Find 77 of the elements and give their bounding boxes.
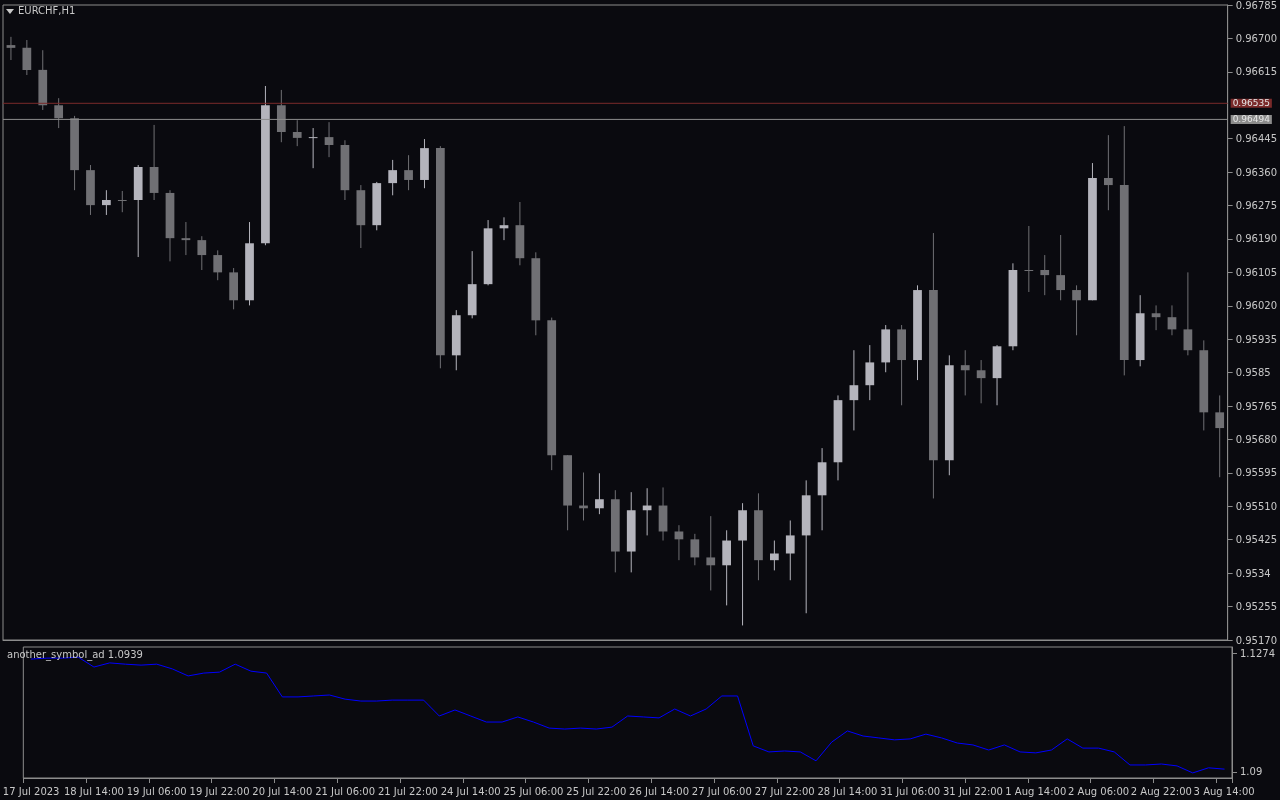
candlestick xyxy=(308,127,318,169)
candlestick xyxy=(1151,304,1161,331)
x-tick-label: 21 Jul 22:00 xyxy=(377,785,438,797)
candlestick xyxy=(674,524,684,561)
x-tick-label: 28 Jul 14:00 xyxy=(817,785,878,797)
candlestick xyxy=(197,235,207,271)
x-tick-label: 17 Jul 2023 xyxy=(2,785,60,797)
y-tick-label: 0.9585 xyxy=(1235,367,1271,379)
candlestick xyxy=(1183,271,1193,356)
y-tick-label: 0.96190 xyxy=(1235,233,1278,245)
candlestick xyxy=(865,344,875,401)
candlestick xyxy=(849,349,859,431)
candlestick xyxy=(1215,394,1225,478)
x-tick-label: 3 Aug 14:00 xyxy=(1193,785,1255,797)
y-tick-label: 0.96445 xyxy=(1235,133,1278,145)
x-tick-label: 24 Jul 14:00 xyxy=(440,785,501,797)
candlestick xyxy=(181,221,191,256)
candlestick xyxy=(6,36,16,61)
y-tick-label: 0.95170 xyxy=(1235,634,1278,646)
x-tick-label: 26 Jul 14:00 xyxy=(629,785,690,797)
candlestick xyxy=(213,249,223,281)
x-tick-label: 18 Jul 14:00 xyxy=(63,785,124,797)
candlestick xyxy=(595,472,604,515)
x-tick-label: 19 Jul 06:00 xyxy=(126,785,187,797)
y-tick-label: 0.96275 xyxy=(1235,200,1278,212)
y-tick-label: 1.09 xyxy=(1240,766,1263,778)
candlestick xyxy=(1072,284,1081,336)
x-tick-label: 2 Aug 22:00 xyxy=(1130,785,1192,797)
y-tick-label: 0.95680 xyxy=(1235,433,1278,445)
candlestick xyxy=(404,154,413,191)
candlestick xyxy=(324,121,334,158)
y-tick-label: 0.95425 xyxy=(1235,534,1278,546)
x-tick-label: 27 Jul 22:00 xyxy=(754,785,815,797)
chart-title: another_symbol_ad 1.0939 xyxy=(7,649,143,660)
chart-title: EURCHF,H1 xyxy=(18,5,76,16)
y-tick-label: 0.95595 xyxy=(1235,467,1278,479)
y-tick-label: 0.96615 xyxy=(1235,66,1278,78)
candlestick xyxy=(960,349,970,396)
candlestick xyxy=(785,519,795,581)
x-tick-label: 31 Jul 22:00 xyxy=(943,785,1003,797)
candlestick xyxy=(706,515,716,591)
y-tick-label: 0.96360 xyxy=(1235,166,1278,178)
y-tick-label: 0.96785 xyxy=(1235,0,1278,11)
x-tick-label: 25 Jul 22:00 xyxy=(566,785,627,797)
y-tick-label: 0.95255 xyxy=(1235,601,1278,613)
x-tick-label: 27 Jul 06:00 xyxy=(691,785,752,797)
candlestick xyxy=(388,159,398,196)
candlestick xyxy=(22,39,32,76)
y-tick-label: 1.1274 xyxy=(1240,647,1275,659)
candlestick xyxy=(1024,225,1034,293)
x-tick-label: 25 Jul 06:00 xyxy=(503,785,564,797)
candlestick xyxy=(54,97,64,129)
candlestick xyxy=(292,119,302,147)
candlestick xyxy=(1103,134,1113,211)
y-tick-label: 0.96105 xyxy=(1235,266,1278,278)
x-tick-label: 2 Aug 06:00 xyxy=(1068,785,1130,797)
candlestick xyxy=(690,533,700,566)
candlestick xyxy=(1040,254,1050,296)
x-tick-label: 31 Jul 06:00 xyxy=(880,785,941,797)
ref-line-label: 0.96535 xyxy=(1232,98,1270,109)
candlestick xyxy=(1056,234,1066,301)
y-tick-label: 0.95765 xyxy=(1235,400,1278,412)
candlestick xyxy=(770,540,779,571)
candlestick xyxy=(102,189,111,216)
y-tick-label: 0.96700 xyxy=(1235,32,1278,44)
candlestick xyxy=(1167,304,1177,336)
candlestick xyxy=(117,190,127,213)
x-tick-label: 1 Aug 14:00 xyxy=(1005,785,1067,797)
y-tick-label: 0.9534 xyxy=(1235,567,1271,579)
ref-line-label: 0.96494 xyxy=(1232,114,1271,125)
candlestick xyxy=(976,359,986,404)
y-tick-label: 0.95935 xyxy=(1235,333,1278,345)
x-tick-label: 19 Jul 22:00 xyxy=(189,785,250,797)
y-tick-label: 0.95510 xyxy=(1235,500,1278,512)
x-tick-label: 21 Jul 06:00 xyxy=(315,785,376,797)
y-tick-label: 0.96020 xyxy=(1235,300,1278,312)
x-tick-label: 20 Jul 14:00 xyxy=(252,785,313,797)
